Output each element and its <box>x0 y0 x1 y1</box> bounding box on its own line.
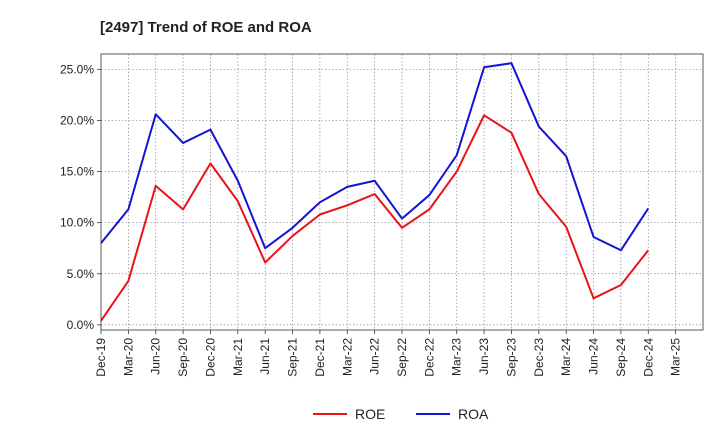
x-tick-label: Sep-20 <box>176 338 190 377</box>
x-tick-label: Mar-25 <box>669 338 683 376</box>
series-line-roa <box>100 62 650 252</box>
x-tick-label: Sep-21 <box>286 338 300 377</box>
legend-label-roe: ROE <box>355 406 385 422</box>
x-tick-label: Mar-21 <box>231 338 245 376</box>
x-tick-label: Dec-24 <box>641 338 655 377</box>
x-tick-label: Mar-20 <box>121 338 135 376</box>
x-tick-label: Dec-20 <box>203 338 217 377</box>
x-tick-label: Mar-22 <box>340 338 354 376</box>
legend: ROE ROA <box>313 406 489 422</box>
x-tick-label: Sep-22 <box>395 338 409 377</box>
axis-ticks: Dec-19 Mar-20 Jun-20 Sep-20 Dec-20 Mar-21 Jun-… <box>60 62 683 376</box>
x-tick-label: Sep-23 <box>504 338 518 377</box>
y-tick-label: 20.0% <box>60 113 94 127</box>
x-tick-label: Dec-23 <box>532 338 546 377</box>
x-tick-label: Mar-24 <box>559 338 573 376</box>
series-lines <box>100 62 650 322</box>
x-tick-label: Jun-23 <box>477 338 491 375</box>
series-line-roe <box>100 114 650 322</box>
x-tick-label: Dec-21 <box>313 338 327 377</box>
y-tick-label: 25.0% <box>60 62 94 76</box>
legend-label-roa: ROA <box>458 406 489 422</box>
x-tick-label: Dec-22 <box>422 338 436 377</box>
x-tick-label: Sep-24 <box>614 338 628 377</box>
y-tick-label: 10.0% <box>60 216 94 230</box>
x-tick-label: Mar-23 <box>450 338 464 376</box>
x-tick-label: Dec-19 <box>94 338 108 377</box>
y-tick-label: 5.0% <box>67 267 95 281</box>
y-tick-label: 0.0% <box>67 318 95 332</box>
x-tick-label: Jun-20 <box>149 338 163 375</box>
plot-border <box>100 53 704 331</box>
x-tick-label: Jun-24 <box>587 338 601 375</box>
chart-title: [2497] Trend of ROE and ROA <box>100 19 312 36</box>
y-tick-label: 15.0% <box>60 165 94 179</box>
x-tick-label: Jun-21 <box>258 338 272 375</box>
x-tick-label: Jun-22 <box>368 338 382 375</box>
